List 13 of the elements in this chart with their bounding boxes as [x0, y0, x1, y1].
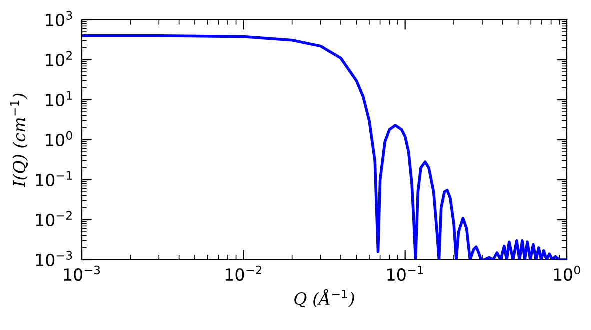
- x-axis-title: Q (Å$^{−1}$): [294, 289, 354, 308]
- y-tick-label: 10$^{3}$: [46, 11, 72, 26]
- x-tick-label: 10$^{0}$: [554, 266, 580, 282]
- x-tick-label: 10$^{−3}$: [64, 266, 100, 282]
- y-tick-label: 10$^{−2}$: [36, 211, 72, 226]
- y-axis-title: I(Q) (cm$^{−1}$): [10, 94, 28, 188]
- y-tick-label: 10$^{−1}$: [36, 171, 72, 186]
- x-tick-label: 10$^{−1}$: [388, 266, 424, 282]
- y-tick-label: 10$^{−3}$: [36, 251, 72, 266]
- y-tick-label: 10$^{1}$: [46, 91, 72, 106]
- y-tick-label: 10$^{2}$: [46, 51, 72, 66]
- y-tick-label: 10$^{0}$: [46, 131, 72, 146]
- x-tick-label: 10$^{−2}$: [226, 266, 262, 282]
